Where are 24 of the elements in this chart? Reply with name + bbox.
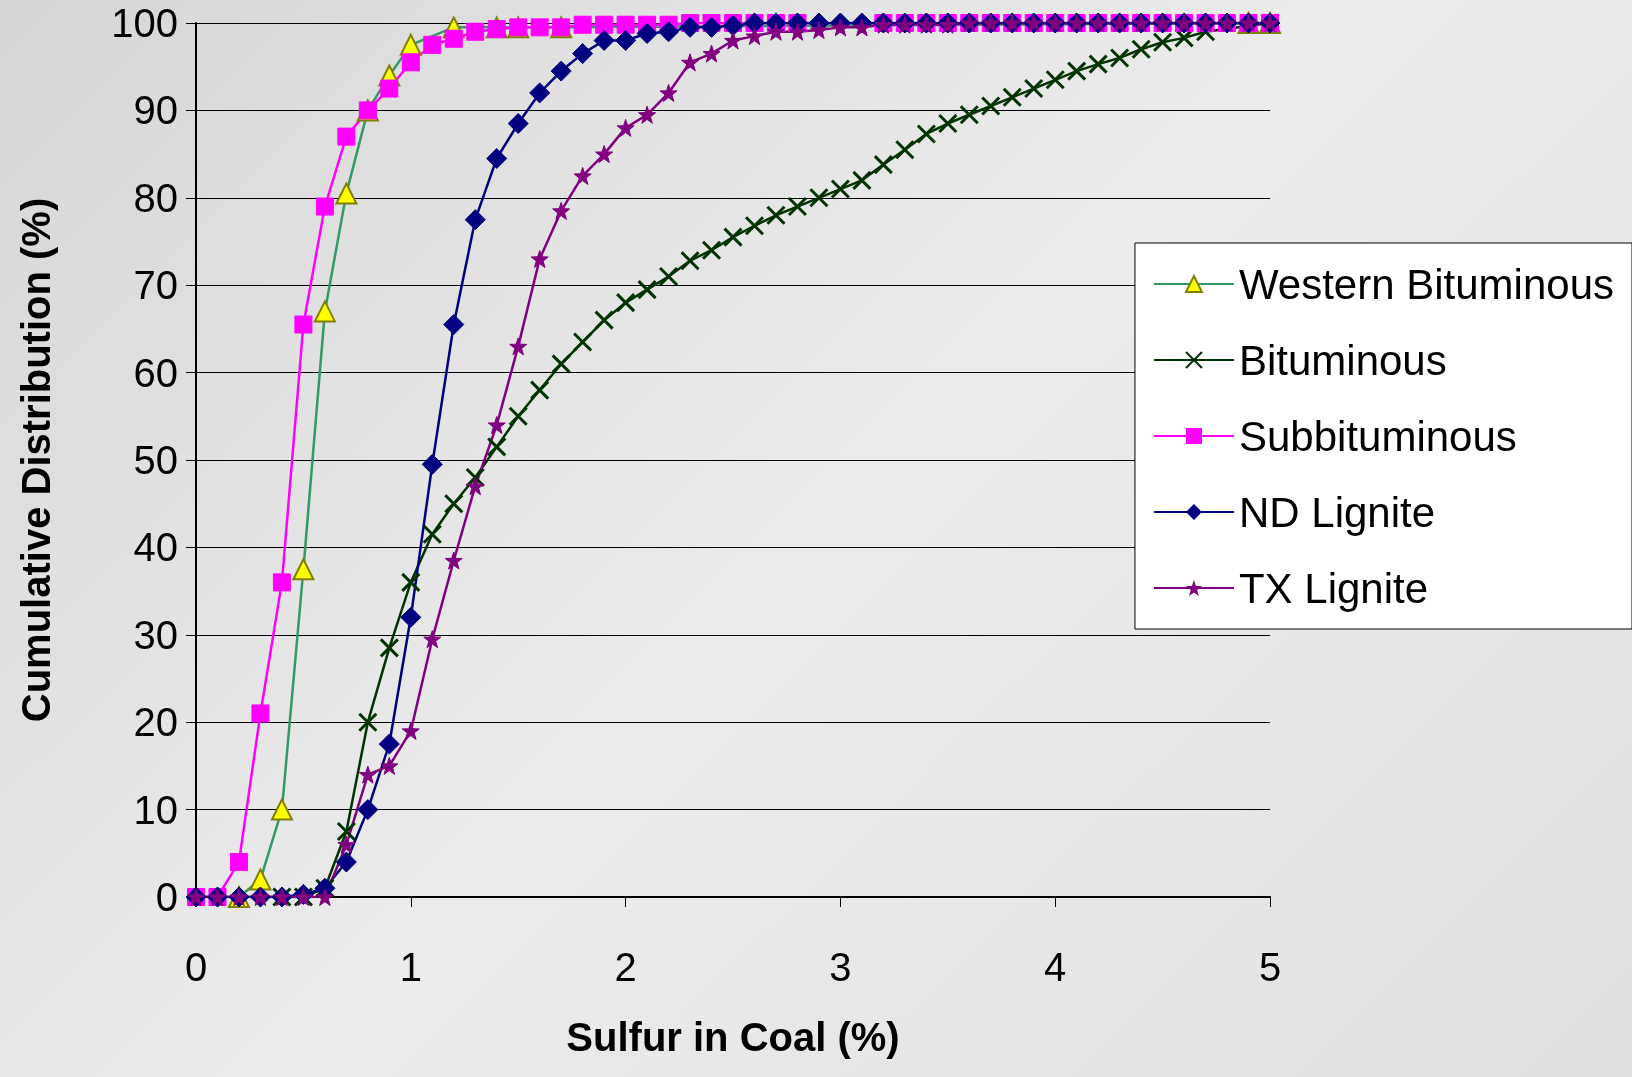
x-tick-label: 0 bbox=[184, 945, 208, 989]
x-tick-label: 5 bbox=[1258, 945, 1282, 989]
y-tick-label: 70 bbox=[133, 263, 178, 308]
y-tick-label: 90 bbox=[133, 88, 178, 133]
legend-label: Subbituminous bbox=[1238, 412, 1517, 460]
y-tick-label: 40 bbox=[133, 525, 178, 570]
y-tick-label: 60 bbox=[133, 350, 178, 395]
legend-label: ND Lignite bbox=[1238, 488, 1436, 536]
y-tick-label: 50 bbox=[133, 438, 178, 482]
x-tick-label: 2 bbox=[614, 945, 637, 989]
legend-label: TX Lignite bbox=[1238, 564, 1429, 612]
y-tick-label: 80 bbox=[133, 175, 178, 220]
legend-label: Western Bituminous bbox=[1238, 260, 1614, 308]
x-tick-label: 4 bbox=[1044, 945, 1067, 989]
y-tick-label: 30 bbox=[133, 612, 178, 657]
y-tick-label: 100 bbox=[111, 1, 178, 45]
x-tick-label: 3 bbox=[829, 945, 852, 989]
y-tick-label: 0 bbox=[155, 875, 178, 919]
x-axis-title: Sulfur in Coal (%) bbox=[566, 1015, 900, 1059]
y-tick-label: 20 bbox=[133, 700, 178, 745]
x-tick-label: 1 bbox=[399, 945, 422, 989]
y-tick-label: 10 bbox=[133, 787, 178, 832]
y-axis-title: Cumulative Distribution (%) bbox=[14, 197, 58, 723]
legend-label: Bituminous bbox=[1238, 336, 1447, 384]
